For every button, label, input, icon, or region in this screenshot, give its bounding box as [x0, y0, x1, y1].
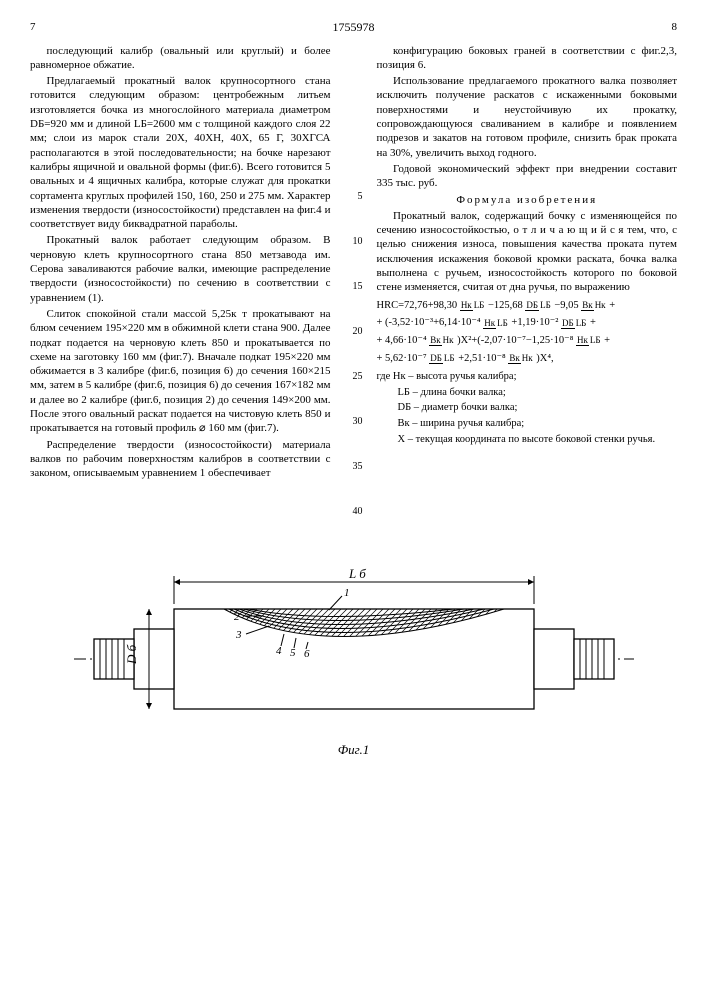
roll-diagram-svg: L б 1 2 3 4 5 6 — [74, 564, 634, 734]
page-right: 8 — [672, 20, 678, 36]
line-num: 15 — [345, 264, 363, 309]
line-num: 30 — [345, 399, 363, 444]
right-column: конфигурацию боковых граней в соответств… — [377, 44, 678, 534]
line-num: 10 — [345, 219, 363, 264]
para: Годовой экономический эффект при внедрен… — [377, 162, 678, 191]
equation: HRC=72,76+98,30 HкLБ −125,68 DБLБ −9,05 … — [377, 297, 678, 368]
header: 7 1755978 8 — [30, 20, 677, 36]
where-line: Bк – ширина ручья калибра; — [377, 417, 678, 431]
para: Слиток спокойной стали массой 5,25к т пр… — [30, 307, 331, 436]
para: последующий калибр (овальный или круглый… — [30, 44, 331, 73]
svg-text:3: 3 — [235, 629, 242, 641]
svg-text:5: 5 — [290, 647, 296, 659]
two-column-body: последующий калибр (овальный или круглый… — [30, 44, 677, 534]
line-num: 25 — [345, 354, 363, 399]
line-num: 35 — [345, 444, 363, 489]
para: Предлагаемый прокатный валок крупносортн… — [30, 74, 331, 231]
where-label: где Hк – высота ручья калибра; — [377, 370, 678, 384]
line-num: 5 — [345, 174, 363, 219]
dim-Lb: L б — [348, 566, 366, 581]
para: Прокатный валок, содержащий бочку с изме… — [377, 209, 678, 295]
svg-text:6: 6 — [304, 648, 310, 660]
left-column: последующий калибр (овальный или круглый… — [30, 44, 331, 534]
para: Использование предлагаемого прокатного в… — [377, 74, 678, 160]
svg-text:4: 4 — [276, 645, 282, 657]
where-line: LБ – длина бочки валка; — [377, 386, 678, 400]
para: Распределение твердости (износостойкости… — [30, 438, 331, 481]
svg-text:1: 1 — [344, 587, 350, 599]
figure-caption: Фиг.1 — [30, 742, 677, 759]
doc-number: 1755978 — [36, 20, 672, 36]
figure-1: L б 1 2 3 4 5 6 — [30, 564, 677, 759]
para: конфигурацию боковых граней в соответств… — [377, 44, 678, 73]
line-num: 40 — [345, 489, 363, 534]
where-line: X – текущая координата по высоте боковой… — [377, 433, 678, 447]
dim-Db: D б — [124, 644, 139, 665]
svg-text:2: 2 — [234, 611, 240, 623]
para: Прокатный валок работает следующим образ… — [30, 233, 331, 304]
line-number-gutter: 5 10 15 20 25 30 35 40 — [345, 44, 363, 534]
where-line: DБ – диаметр бочки валка; — [377, 401, 678, 415]
formula-title: Формула изобретения — [377, 193, 678, 207]
line-num: 20 — [345, 309, 363, 354]
